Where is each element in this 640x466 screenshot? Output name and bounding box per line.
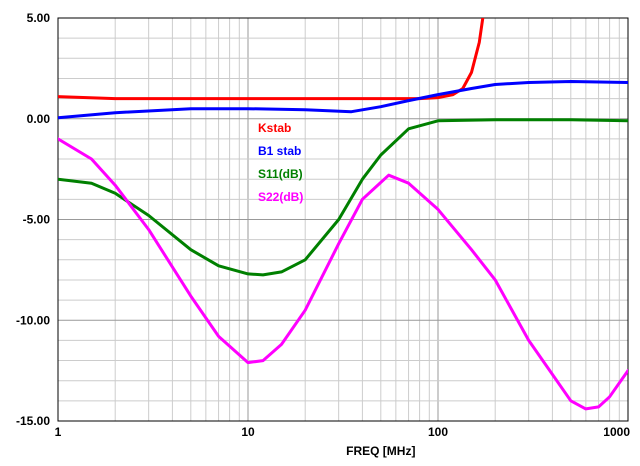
x-tick-label: 1: [55, 425, 62, 439]
grid: [57, 17, 628, 422]
legend-entry: Kstab: [258, 121, 291, 135]
x-tick-label: 10: [241, 425, 255, 439]
x-tick-label: 100: [428, 425, 448, 439]
series-line-b1-stab: [58, 80, 628, 120]
legend-entry: S11(dB): [258, 167, 303, 181]
y-tick-label: -5.00: [23, 213, 51, 227]
y-tick-label: -10.00: [16, 313, 50, 327]
x-tick-label: 1000: [603, 425, 630, 439]
series-line-s11-db: [58, 118, 628, 277]
legend-entry: S22(dB): [258, 190, 303, 204]
series-lines: [58, 18, 628, 411]
series-line-s22-db: [58, 137, 628, 411]
x-tick-labels: 1 10 100 1000: [55, 425, 631, 439]
y-tick-label: 5.00: [27, 11, 51, 25]
y-tick-label: 0.00: [27, 112, 51, 126]
plot-frame: [57, 17, 629, 422]
x-axis-title: FREQ [MHz]: [346, 444, 415, 458]
y-tick-labels: 5.00 0.00 -5.00 -10.00 -15.00: [16, 11, 50, 428]
legend-entry: B1 stab: [258, 144, 301, 158]
y-tick-label: -15.00: [16, 414, 50, 428]
legend: Kstab B1 stab S11(dB) S22(dB): [258, 121, 303, 204]
